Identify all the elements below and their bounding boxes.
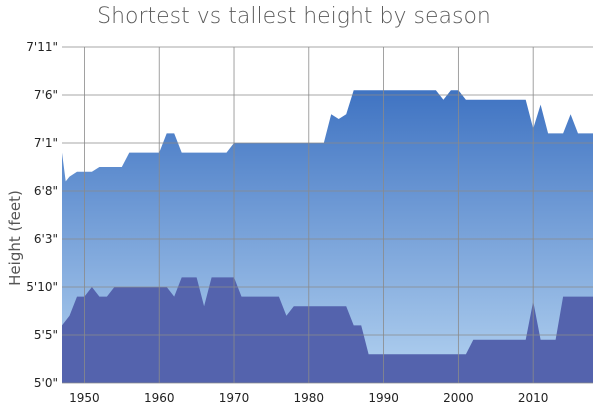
y-tick-label: 6'8"	[34, 184, 58, 198]
y-tick-label: 7'11"	[26, 40, 58, 54]
y-tick-label: 5'5"	[34, 328, 58, 342]
x-axis-ticks: 1950 1960 1970 1980 1990 2000 2010	[69, 391, 548, 405]
x-tick-label: 1980	[294, 391, 325, 405]
y-axis-ticks: 5'0" 5'5" 5'10" 6'3" 6'8" 7'1" 7'6" 7'11"	[26, 40, 58, 390]
y-tick-label: 5'10"	[26, 280, 58, 294]
y-axis-label: Height (feet)	[6, 190, 24, 286]
x-tick-label: 1990	[368, 391, 399, 405]
y-tick-label: 5'0"	[34, 376, 58, 390]
chart-title: Shortest vs tallest height by season	[97, 4, 491, 29]
gridlines	[62, 46, 593, 384]
y-tick-label: 6'3"	[34, 232, 58, 246]
plot-area	[62, 46, 593, 384]
y-tick-label: 7'6"	[34, 88, 58, 102]
x-tick-label: 1970	[219, 391, 250, 405]
x-tick-label: 2010	[518, 391, 549, 405]
y-tick-label: 7'1"	[34, 136, 58, 150]
x-tick-label: 2000	[443, 391, 474, 405]
shortest-series-area	[62, 277, 593, 383]
x-tick-label: 1960	[144, 391, 175, 405]
x-tick-label: 1950	[69, 391, 100, 405]
